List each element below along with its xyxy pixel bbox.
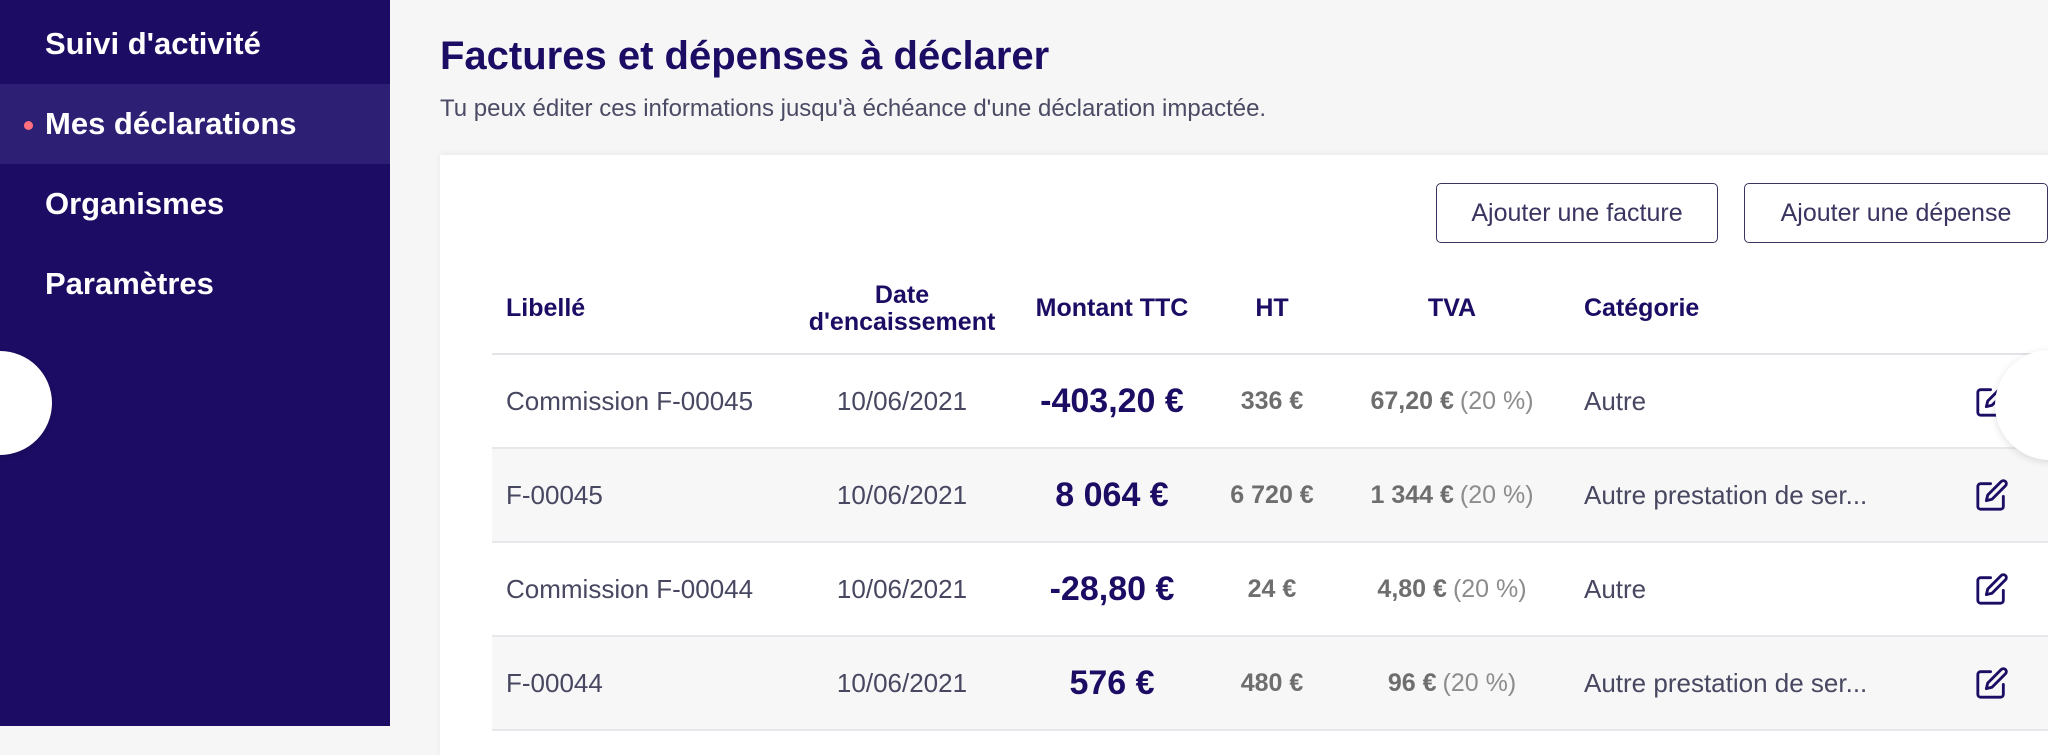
edit-button[interactable] xyxy=(1962,637,2022,729)
tva-rate: (20 %) xyxy=(1459,480,1534,509)
tva-amount: 96 € xyxy=(1387,668,1437,697)
cell-date: 10/06/2021 xyxy=(836,573,968,604)
column-header-date[interactable]: Date d'encaissement xyxy=(808,280,996,336)
column-header-montant-ttc[interactable]: Montant TTC xyxy=(1035,294,1189,323)
edit-icon xyxy=(1976,479,2008,511)
sidebar-item-label: Mes déclarations xyxy=(45,106,297,141)
cell-categorie: Autre xyxy=(1584,385,1647,416)
sidebar-item-label: Paramètres xyxy=(45,266,214,301)
column-header-tva[interactable]: TVA xyxy=(1427,294,1477,323)
table-row[interactable]: Commission F-00045 10/06/2021 -403,20 € … xyxy=(492,355,2048,449)
cell-libelle: Commission F-00045 xyxy=(506,385,754,416)
cell-tva: 1 344 € (20 %) xyxy=(1332,449,1572,541)
cell-date: 10/06/2021 xyxy=(836,667,968,698)
table-row[interactable]: Commission F-00044 10/06/2021 -28,80 € 2… xyxy=(492,543,2048,637)
column-header-ht[interactable]: HT xyxy=(1255,294,1289,323)
cell-date: 10/06/2021 xyxy=(836,385,968,416)
edit-icon xyxy=(1976,573,2008,605)
edit-button[interactable] xyxy=(1962,449,2022,541)
add-invoice-button[interactable]: Ajouter une facture xyxy=(1436,183,1718,243)
table-row[interactable]: F-00045 10/06/2021 8 064 € 6 720 € 1 344… xyxy=(492,449,2048,543)
invoices-table: Libellé Date d'encaissement Montant TTC … xyxy=(492,263,2048,731)
tva-rate: (20 %) xyxy=(1452,574,1527,603)
column-header-categorie[interactable]: Catégorie xyxy=(1584,294,1700,323)
active-indicator-dot xyxy=(24,121,33,130)
cell-ht: 480 € xyxy=(1240,668,1304,697)
sidebar: Suivi d'activité Mes déclarations Organi… xyxy=(0,0,390,726)
cell-montant-ttc: -403,20 € xyxy=(1040,381,1184,420)
table-row[interactable]: F-00044 10/06/2021 576 € 480 € 96 € (20 %… xyxy=(492,637,2048,731)
cell-montant-ttc: 8 064 € xyxy=(1055,475,1169,514)
cell-tva: 96 € (20 %) xyxy=(1332,637,1572,729)
cell-tva: 67,20 € (20 %) xyxy=(1332,355,1572,447)
table-header: Libellé Date d'encaissement Montant TTC … xyxy=(492,263,2048,355)
cell-tva: 4,80 € (20 %) xyxy=(1332,543,1572,635)
page-subtitle: Tu peux éditer ces informations jusqu'à … xyxy=(440,95,1267,122)
sidebar-item-suivi-activite[interactable]: Suivi d'activité xyxy=(0,4,390,84)
sidebar-item-label: Organismes xyxy=(45,186,225,221)
main-content: Factures et dépenses à déclarer Tu peux … xyxy=(390,0,2048,755)
column-header-libelle[interactable]: Libellé xyxy=(506,294,586,323)
tva-amount: 4,80 € xyxy=(1377,574,1447,603)
sidebar-item-label: Suivi d'activité xyxy=(45,26,261,61)
add-expense-button[interactable]: Ajouter une dépense xyxy=(1744,183,2048,243)
cell-libelle: F-00045 xyxy=(506,479,603,510)
cell-categorie: Autre prestation de ser... xyxy=(1584,479,1868,510)
sidebar-item-mes-declarations[interactable]: Mes déclarations xyxy=(0,84,390,164)
cell-ht: 336 € xyxy=(1240,386,1304,415)
tva-rate: (20 %) xyxy=(1442,668,1517,697)
edit-icon xyxy=(1976,667,2008,699)
tva-amount: 67,20 € xyxy=(1370,386,1454,415)
edit-button[interactable] xyxy=(1962,543,2022,635)
cell-libelle: Commission F-00044 xyxy=(506,573,754,604)
tva-rate: (20 %) xyxy=(1459,386,1534,415)
cell-montant-ttc: 576 € xyxy=(1069,663,1155,702)
cell-ht: 24 € xyxy=(1247,574,1297,603)
sidebar-item-organismes[interactable]: Organismes xyxy=(0,164,390,244)
invoices-card: Ajouter une facture Ajouter une dépense … xyxy=(440,155,2048,755)
cell-libelle: F-00044 xyxy=(506,667,603,698)
cell-montant-ttc: -28,80 € xyxy=(1049,569,1175,608)
tva-amount: 1 344 € xyxy=(1370,480,1454,509)
cell-categorie: Autre xyxy=(1584,573,1647,604)
page-title: Factures et dépenses à déclarer xyxy=(440,34,1050,78)
cell-ht: 6 720 € xyxy=(1230,480,1314,509)
cell-date: 10/06/2021 xyxy=(836,479,968,510)
cell-categorie: Autre prestation de ser... xyxy=(1584,667,1868,698)
sidebar-item-parametres[interactable]: Paramètres xyxy=(0,244,390,324)
